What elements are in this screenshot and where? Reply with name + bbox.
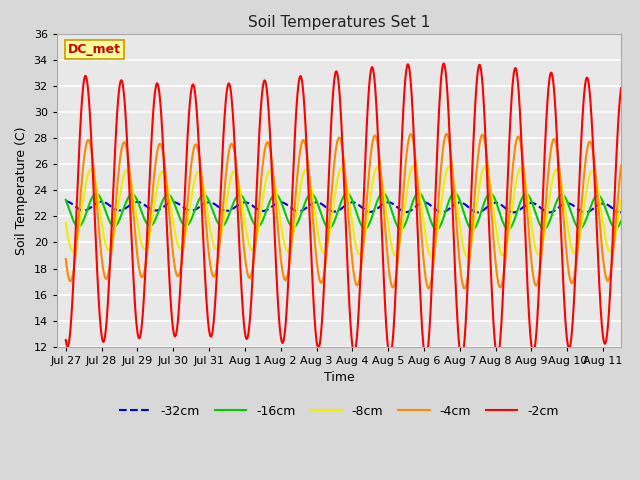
-16cm [468,227,476,232]
-16cm [602,205,609,211]
-32cm [332,209,340,215]
-32cm [601,201,609,206]
-16cm [332,215,340,220]
-8cm [445,163,453,169]
Y-axis label: Soil Temperature (C): Soil Temperature (C) [15,126,28,254]
-2cm [332,69,340,75]
-16cm [317,211,325,216]
-32cm [617,209,625,215]
-8cm [317,245,325,251]
-4cm [332,147,340,153]
-16cm [602,204,609,210]
-32cm [317,201,325,206]
-16cm [415,190,422,196]
-2cm [458,356,465,361]
-32cm [90,202,98,208]
-2cm [62,337,70,343]
Line: -32cm: -32cm [66,202,621,212]
X-axis label: Time: Time [324,372,355,384]
-16cm [617,218,625,224]
-8cm [500,252,508,258]
-16cm [62,197,70,203]
-32cm [499,204,507,209]
-2cm [500,278,508,284]
-8cm [463,253,471,259]
-4cm [602,273,609,278]
Line: -2cm: -2cm [66,63,621,359]
-4cm [443,131,451,137]
-2cm [602,341,609,347]
Legend: -32cm, -16cm, -8cm, -4cm, -2cm: -32cm, -16cm, -8cm, -4cm, -2cm [114,400,564,423]
-8cm [332,186,340,192]
-8cm [602,234,609,240]
Line: -8cm: -8cm [66,166,621,256]
-2cm [90,200,98,205]
-4cm [90,170,98,176]
Title: Soil Temperatures Set 1: Soil Temperatures Set 1 [248,15,430,30]
-4cm [425,286,433,291]
-32cm [509,209,517,215]
-16cm [90,192,98,197]
-4cm [617,162,625,168]
Line: -4cm: -4cm [66,134,621,288]
-4cm [500,273,508,278]
-4cm [317,280,325,286]
-32cm [602,201,609,207]
-8cm [617,197,625,203]
-2cm [317,330,325,336]
-4cm [62,256,70,262]
-8cm [602,236,609,241]
-8cm [90,173,98,179]
Text: DC_met: DC_met [68,43,121,56]
-16cm [500,221,508,227]
-2cm [602,340,609,346]
-32cm [62,199,70,204]
Line: -16cm: -16cm [66,193,621,229]
-4cm [602,271,609,277]
-8cm [62,220,70,226]
-2cm [617,85,625,91]
-2cm [440,60,447,66]
